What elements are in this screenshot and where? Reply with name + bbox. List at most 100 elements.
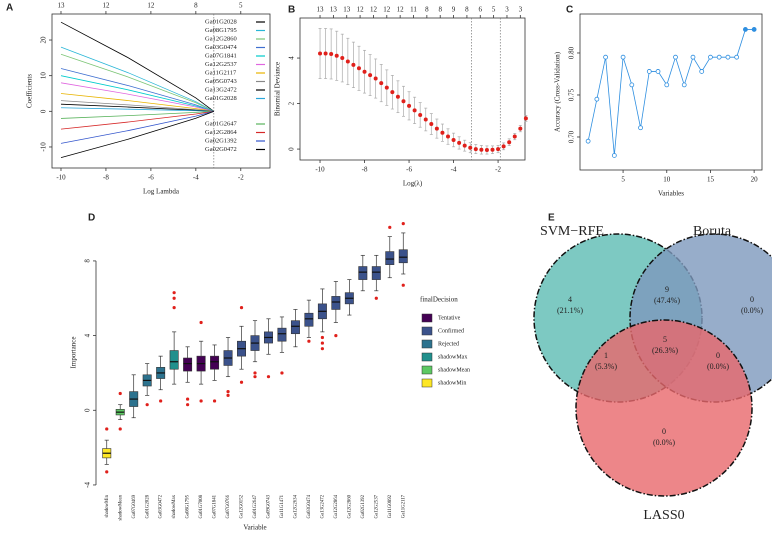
data-point: [345, 59, 350, 64]
data-line: [60, 110, 214, 144]
region-count: 0: [716, 351, 720, 360]
data-point: [690, 54, 696, 60]
x-axis-label: Variables: [658, 190, 684, 198]
data-point: [412, 108, 417, 113]
box: [371, 266, 381, 280]
x-tick-label: Ga12G2860: [347, 494, 352, 518]
data-line: [60, 21, 215, 112]
legend-label: Ga12G2537: [205, 61, 238, 68]
outlier: [239, 306, 244, 310]
outlier: [226, 393, 230, 397]
legend-label: Ga05G0743: [205, 78, 237, 85]
y-tick-label: 10: [40, 72, 48, 80]
region-percent: (0.0%): [653, 438, 675, 447]
panel-letter: E: [548, 213, 555, 224]
x-tick-label: -2: [495, 166, 501, 174]
region-percent: (26.3%): [652, 346, 678, 355]
box: [183, 357, 193, 372]
data-point: [479, 147, 484, 152]
legend-label: shadowMean: [438, 367, 470, 373]
x-tick-label: shadowMax: [172, 494, 177, 518]
data-point: [585, 138, 591, 144]
panel-letter: B: [288, 5, 295, 16]
y-tick-label: 0.70: [568, 130, 576, 143]
outlier: [226, 390, 230, 394]
y-tick-label: 0: [40, 109, 48, 113]
x-tick-label: Ga01G2647: [253, 494, 258, 518]
data-line: [60, 107, 214, 112]
data-line: [60, 75, 214, 112]
data-point: [384, 85, 389, 90]
outlier: [118, 391, 122, 396]
x-tick-label: Ga03G0472: [159, 494, 164, 518]
legend-label: Ga07G1841: [205, 52, 237, 59]
legend-label: Ga11G2117: [205, 69, 237, 76]
data-line: [60, 110, 214, 159]
outlier: [145, 403, 149, 407]
legend-title: finalDecision: [420, 296, 458, 304]
y-tick-label: 0: [288, 147, 296, 151]
data-point: [462, 143, 467, 148]
data-point: [356, 66, 361, 71]
outlier: [401, 221, 405, 226]
data-line: [60, 93, 214, 112]
data-point: [638, 125, 643, 131]
x-tick-label: 10: [663, 176, 671, 184]
outlier: [172, 296, 176, 300]
legend-label: Ga02G0472: [205, 146, 237, 153]
data-point: [368, 73, 373, 78]
data-point: [646, 69, 652, 74]
x-tick-label: -2: [238, 174, 244, 182]
x-tick-label: Ga01G2028: [145, 494, 150, 518]
x-tick-label: -6: [148, 174, 154, 182]
outlier: [320, 347, 324, 351]
data-point: [429, 122, 434, 127]
data-line: [60, 53, 214, 112]
x-tick-label: Ga01G7008: [199, 494, 204, 518]
region-count: 1: [604, 351, 608, 360]
top-tick-label: 12: [383, 6, 391, 14]
box: [290, 320, 300, 335]
top-tick-label: 12: [357, 6, 365, 14]
region-count: 9: [665, 285, 669, 294]
data-point: [373, 76, 378, 81]
data-point: [681, 82, 687, 88]
top-tick-label: 13: [330, 6, 338, 14]
outlier: [186, 403, 190, 407]
outlier: [280, 371, 284, 375]
data-point: [407, 103, 412, 108]
legend-label: Ga12G2864: [205, 129, 238, 136]
x-axis-label: Variable: [243, 524, 266, 532]
outlier: [253, 371, 257, 375]
x-tick-label: -10: [56, 174, 66, 182]
data-point: [334, 53, 339, 58]
legend-label: Ga03G0474: [205, 44, 238, 51]
data-point: [401, 99, 406, 104]
top-tick-label: 3: [519, 6, 523, 14]
outlier: [118, 427, 122, 431]
box: [277, 327, 287, 342]
legend-label: Ga02G1392: [205, 137, 237, 144]
outlier: [374, 296, 378, 300]
top-tick-label: 13: [317, 6, 325, 14]
data-point: [518, 126, 523, 131]
legend-label: Ga08G1795: [205, 27, 237, 34]
legend-swatch: [421, 365, 433, 375]
outlier: [239, 380, 244, 384]
x-tick-label: Ga02G1392: [361, 494, 366, 518]
data-point: [742, 27, 748, 32]
top-tick-label: 12: [102, 2, 110, 10]
outlier: [212, 399, 217, 403]
y-tick-label: -4: [84, 482, 92, 488]
legend-label: Ga12G2860: [205, 35, 237, 42]
region-count: 0: [750, 295, 754, 304]
plot-frame: [51, 13, 271, 169]
data-point: [434, 126, 439, 131]
data-point: [512, 134, 517, 139]
outlier: [199, 399, 203, 403]
data-point: [725, 54, 731, 60]
data-point: [423, 117, 428, 122]
region-percent: (0.0%): [741, 306, 763, 315]
data-point: [751, 27, 757, 32]
